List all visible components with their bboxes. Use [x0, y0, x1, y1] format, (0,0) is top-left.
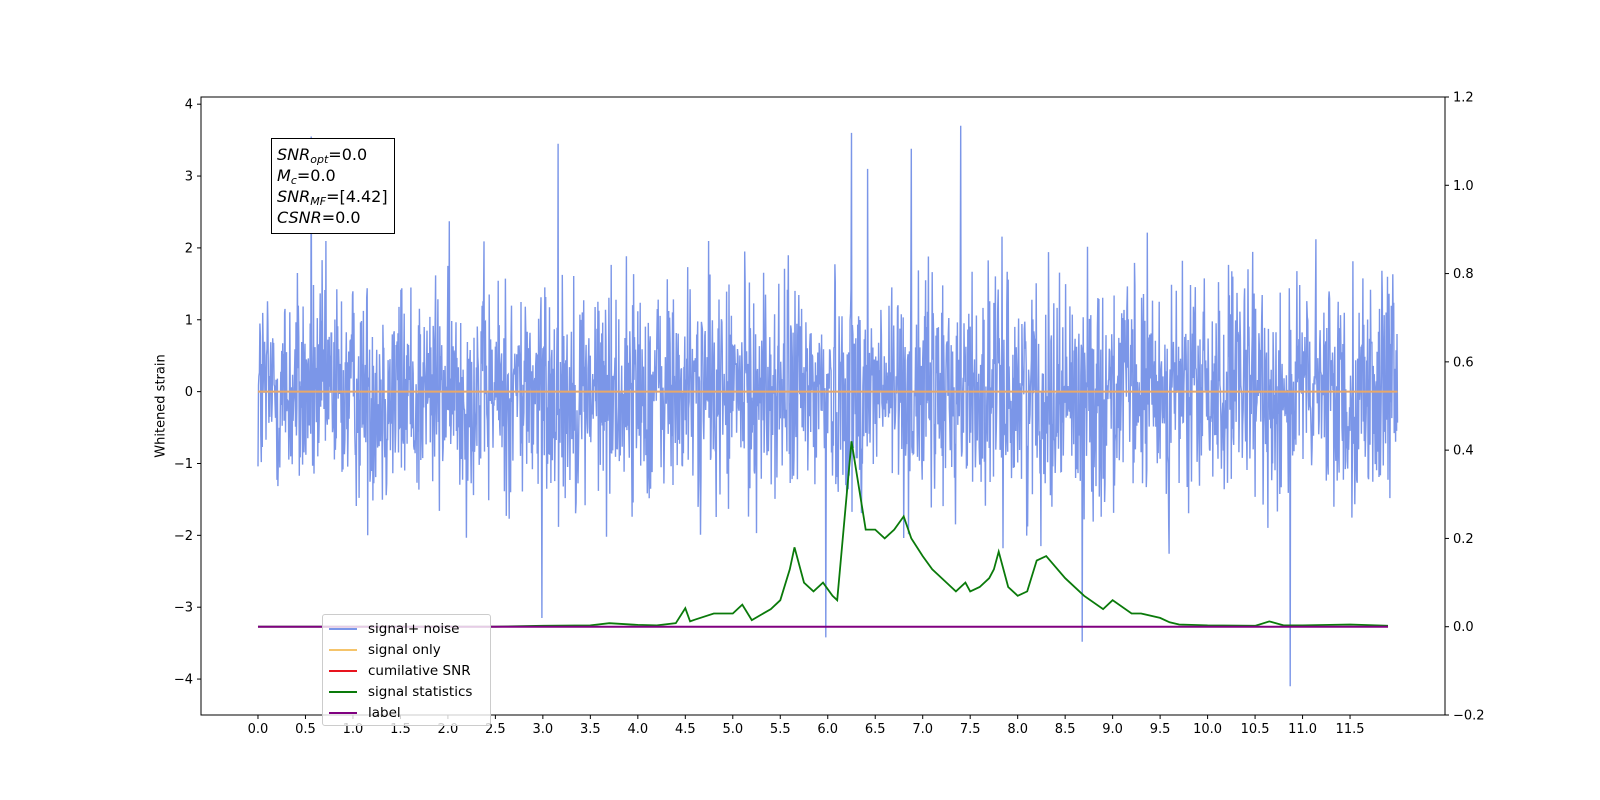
y2-tick-label: 0.2	[1453, 532, 1474, 547]
y-tick-label: 4	[185, 98, 193, 113]
y-tick-label: 3	[185, 170, 193, 185]
x-tick-label: 5.0	[722, 722, 743, 737]
y-tick-label: 1	[185, 313, 193, 328]
legend-swatch	[329, 669, 357, 672]
x-tick-label: 10.0	[1193, 722, 1222, 737]
legend-item-signal-noise: signal+ noise	[329, 618, 484, 639]
signal-statistics-line	[258, 441, 1389, 628]
x-tick-label: 3.0	[533, 722, 554, 737]
signal-plus-noise-line	[257, 125, 1399, 687]
y2-tick-label: 0.4	[1453, 444, 1474, 459]
y-axis-ticks: 4 3 2 1 0 −1 −2 −3 −4	[174, 98, 201, 688]
x-tick-label: 5.5	[770, 722, 791, 737]
x-tick-label: 0.0	[248, 722, 269, 737]
y2-tick-label: 0.0	[1453, 620, 1474, 635]
legend-label: signal+ noise	[368, 620, 460, 637]
y2-tick-label: 0.6	[1453, 355, 1474, 370]
annotation-csnr: CSNR=0.0	[277, 208, 361, 227]
x-tick-label: 8.0	[1007, 722, 1028, 737]
legend-label: cumilative SNR	[368, 662, 471, 679]
annotation-box: SNRopt=0.0 Mc=0.0 SNRMF=[4.42] CSNR=0.0	[271, 138, 395, 234]
x-tick-label: 6.0	[817, 722, 838, 737]
annotation-snr-mf: SNRMF=[4.42]	[277, 187, 388, 208]
legend-label: label	[368, 704, 401, 721]
legend-swatch	[329, 627, 357, 630]
plot-area	[200, 96, 1446, 716]
y2-tick-label: 0.8	[1453, 267, 1474, 282]
x-tick-label: 6.5	[865, 722, 886, 737]
legend-swatch	[329, 690, 357, 693]
legend-item-signal-only: signal only	[329, 639, 484, 660]
y-tick-label: −1	[174, 457, 193, 472]
x-tick-label: 4.0	[627, 722, 648, 737]
x-tick-label: 0.5	[295, 722, 316, 737]
y2-tick-label: −0.2	[1453, 709, 1485, 724]
x-axis-ticks: 0.0 0.5 1.0 1.5 2.0 2.5 3.0 3.5 4.0 4.5 5.0 5.5 6.0 6…	[248, 715, 1365, 737]
x-tick-label: 8.5	[1055, 722, 1076, 737]
x-tick-label: 7.5	[960, 722, 981, 737]
annotation-mc: Mc=0.0	[277, 166, 336, 187]
y-tick-label: 2	[185, 241, 193, 256]
legend-item-signal-statistics: signal statistics	[329, 681, 484, 702]
legend: signal+ noise signal only cumilative SNR…	[322, 614, 491, 726]
signal-statistics-series	[258, 441, 1389, 628]
x-tick-label: 11.5	[1336, 722, 1365, 737]
plot-frame	[201, 97, 1445, 715]
x-tick-label: 4.5	[675, 722, 696, 737]
legend-label: signal only	[368, 641, 441, 658]
plot-border	[200, 96, 1446, 716]
y-tick-label: −2	[174, 529, 193, 544]
x-tick-label: 7.0	[912, 722, 933, 737]
annotation-snr-opt: SNRopt=0.0	[277, 145, 368, 166]
y-axis-label: Whitened strain	[154, 354, 169, 457]
legend-item-cumulative-snr: cumilative SNR	[329, 660, 484, 681]
legend-item-label: label	[329, 702, 484, 723]
x-tick-label: 9.5	[1150, 722, 1171, 737]
legend-label: signal statistics	[368, 683, 473, 700]
legend-swatch	[329, 648, 357, 651]
y2-tick-label: 1.2	[1453, 91, 1474, 106]
x-tick-label: 3.5	[580, 722, 601, 737]
signal-plus-noise-series	[257, 125, 1399, 687]
y-tick-label: 0	[185, 385, 193, 400]
x-tick-label: 10.5	[1241, 722, 1270, 737]
y-tick-label: −4	[174, 673, 193, 688]
x-tick-label: 9.0	[1102, 722, 1123, 737]
y2-axis-ticks: 1.2 1.0 0.8 0.6 0.4 0.2 0.0 −0.2	[1445, 91, 1485, 724]
x-tick-label: 11.0	[1288, 722, 1317, 737]
legend-swatch	[329, 711, 357, 714]
y2-tick-label: 1.0	[1453, 179, 1474, 194]
x-tick-label: 2.5	[485, 722, 506, 737]
y-tick-label: −3	[174, 601, 193, 616]
